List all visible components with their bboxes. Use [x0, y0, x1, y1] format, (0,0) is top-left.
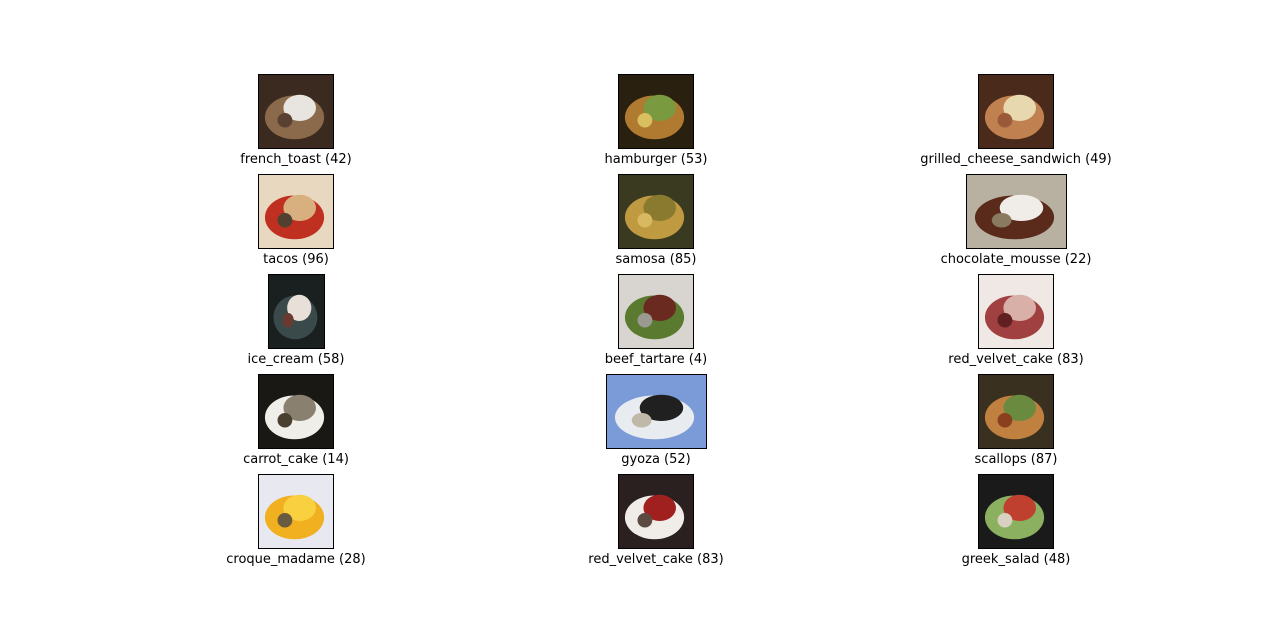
grid-cell: gyoza (52) — [506, 374, 806, 474]
grid-cell: beef_tartare (4) — [506, 274, 806, 374]
food-photo — [259, 75, 333, 148]
image-caption: red_velvet_cake (83) — [948, 352, 1084, 367]
food-thumbnail — [978, 74, 1054, 149]
food-photo — [619, 175, 693, 248]
grid-cell: samosa (85) — [506, 174, 806, 274]
food-photo — [619, 275, 693, 348]
grid-cell: grilled_cheese_sandwich (49) — [866, 74, 1166, 174]
food-photo — [268, 275, 324, 348]
image-caption: ice_cream (58) — [247, 352, 345, 367]
food-thumbnail — [258, 74, 334, 149]
grid-cell: red_velvet_cake (83) — [866, 274, 1166, 374]
food-thumbnail — [618, 274, 694, 349]
food-photo — [259, 475, 333, 548]
grid-cell: greek_salad (48) — [866, 474, 1166, 574]
food-photo — [979, 475, 1053, 548]
food-thumbnail — [618, 474, 694, 549]
food-thumbnail — [618, 174, 694, 249]
food-photo — [259, 375, 333, 448]
food-photo — [966, 175, 1066, 248]
image-caption: french_toast (42) — [240, 152, 352, 167]
food-thumbnail — [965, 174, 1067, 249]
food-thumbnail — [267, 274, 325, 349]
food-thumbnail — [258, 374, 334, 449]
food-thumbnail — [618, 74, 694, 149]
grid-cell: hamburger (53) — [506, 74, 806, 174]
image-caption: greek_salad (48) — [961, 552, 1071, 567]
food-thumbnail — [978, 274, 1054, 349]
food-photo — [606, 375, 706, 448]
food-photo — [619, 475, 693, 548]
image-caption: chocolate_mousse (22) — [940, 252, 1092, 267]
grid-cell: tacos (96) — [146, 174, 446, 274]
grid-cell: chocolate_mousse (22) — [866, 174, 1166, 274]
food-thumbnail — [978, 374, 1054, 449]
food-thumbnail — [978, 474, 1054, 549]
image-caption: gyoza (52) — [621, 452, 691, 467]
grid-cell: red_velvet_cake (83) — [506, 474, 806, 574]
image-caption: grilled_cheese_sandwich (49) — [920, 152, 1112, 167]
grid-cell: croque_madame (28) — [146, 474, 446, 574]
grid-cell: ice_cream (58) — [146, 274, 446, 374]
image-caption: croque_madame (28) — [226, 552, 366, 567]
image-caption: tacos (96) — [263, 252, 329, 267]
food-thumbnail — [258, 474, 334, 549]
food-photo — [979, 275, 1053, 348]
grid-cell: scallops (87) — [866, 374, 1166, 474]
image-caption: samosa (85) — [615, 252, 697, 267]
food-photo — [979, 75, 1053, 148]
image-caption: carrot_cake (14) — [243, 452, 349, 467]
grid-cell: carrot_cake (14) — [146, 374, 446, 474]
grid-cell: french_toast (42) — [146, 74, 446, 174]
food-photo — [259, 175, 333, 248]
image-caption: hamburger (53) — [604, 152, 708, 167]
food-thumbnail — [258, 174, 334, 249]
food-photo — [979, 375, 1053, 448]
image-caption: red_velvet_cake (83) — [588, 552, 724, 567]
image-caption: scallops (87) — [974, 452, 1058, 467]
food-thumbnail — [605, 374, 707, 449]
food-photo — [619, 75, 693, 148]
image-caption: beef_tartare (4) — [604, 352, 708, 367]
